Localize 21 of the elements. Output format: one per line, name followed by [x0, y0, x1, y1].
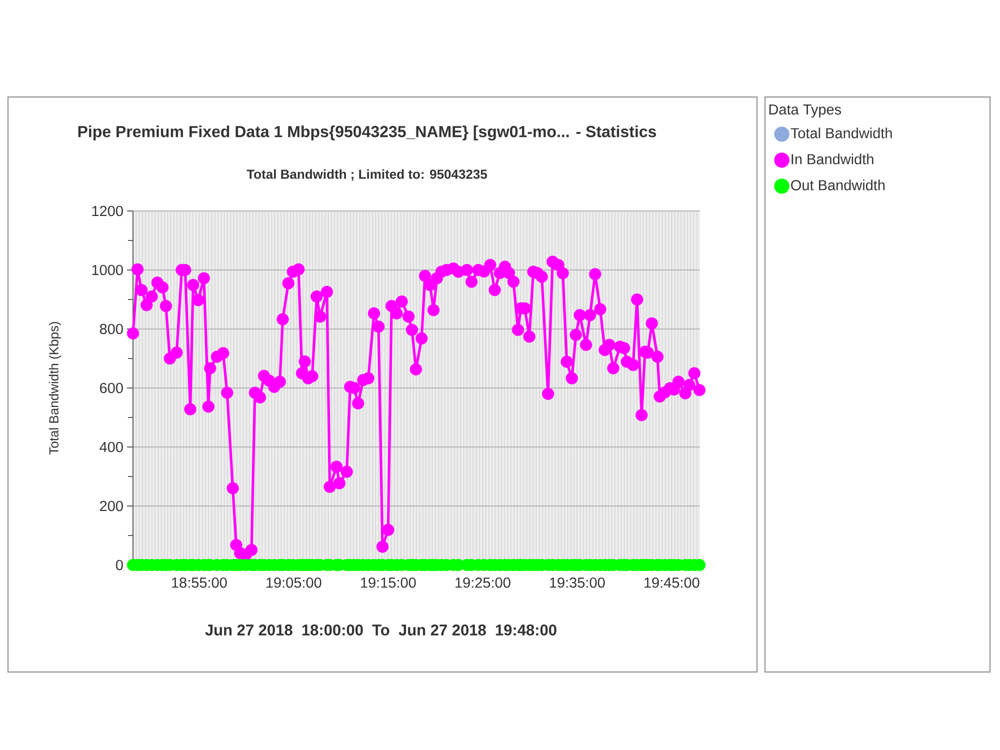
legend-label: In Bandwidth: [792, 154, 874, 164]
x-tick-label: 19:35:00: [550, 578, 605, 588]
x-tick-label: 19:45:00: [644, 578, 700, 588]
x-tick-label: 18:55:00: [172, 578, 227, 588]
y-tick-label: 1000: [92, 264, 123, 276]
y-tick-label: 1200: [92, 206, 123, 216]
y-tick-label: 200: [100, 500, 123, 512]
y-axis-title: Total Bandwidth (Kbps): [48, 322, 62, 455]
text: Jun 27 2018 18:00:00 To Jun 27 2018 19:48:00: [205, 624, 556, 636]
y-tick-label: 600: [100, 382, 123, 394]
x-tick-label: 19:05:00: [266, 578, 322, 588]
y-tick-label: 0: [116, 560, 123, 570]
x-tick-label: 19:25:00: [456, 578, 510, 588]
y-tick-label: 400: [100, 442, 123, 452]
chart-title: Pipe Premium Fixed Data 1 Mbps{95043235_NAME} [sgw01-mo... - Statistics: [78, 126, 656, 140]
legend-label: Out Bandwidth: [791, 180, 885, 190]
chart-subtitle: Total Bandwidth ; Limited to: 95043235: [246, 169, 488, 181]
legend-label: Total Bandwidth: [790, 128, 892, 138]
y-tick-label: 800: [100, 324, 123, 334]
x-tick-label: 19:15:00: [361, 578, 416, 588]
legend-title: Data Types: [769, 104, 842, 118]
